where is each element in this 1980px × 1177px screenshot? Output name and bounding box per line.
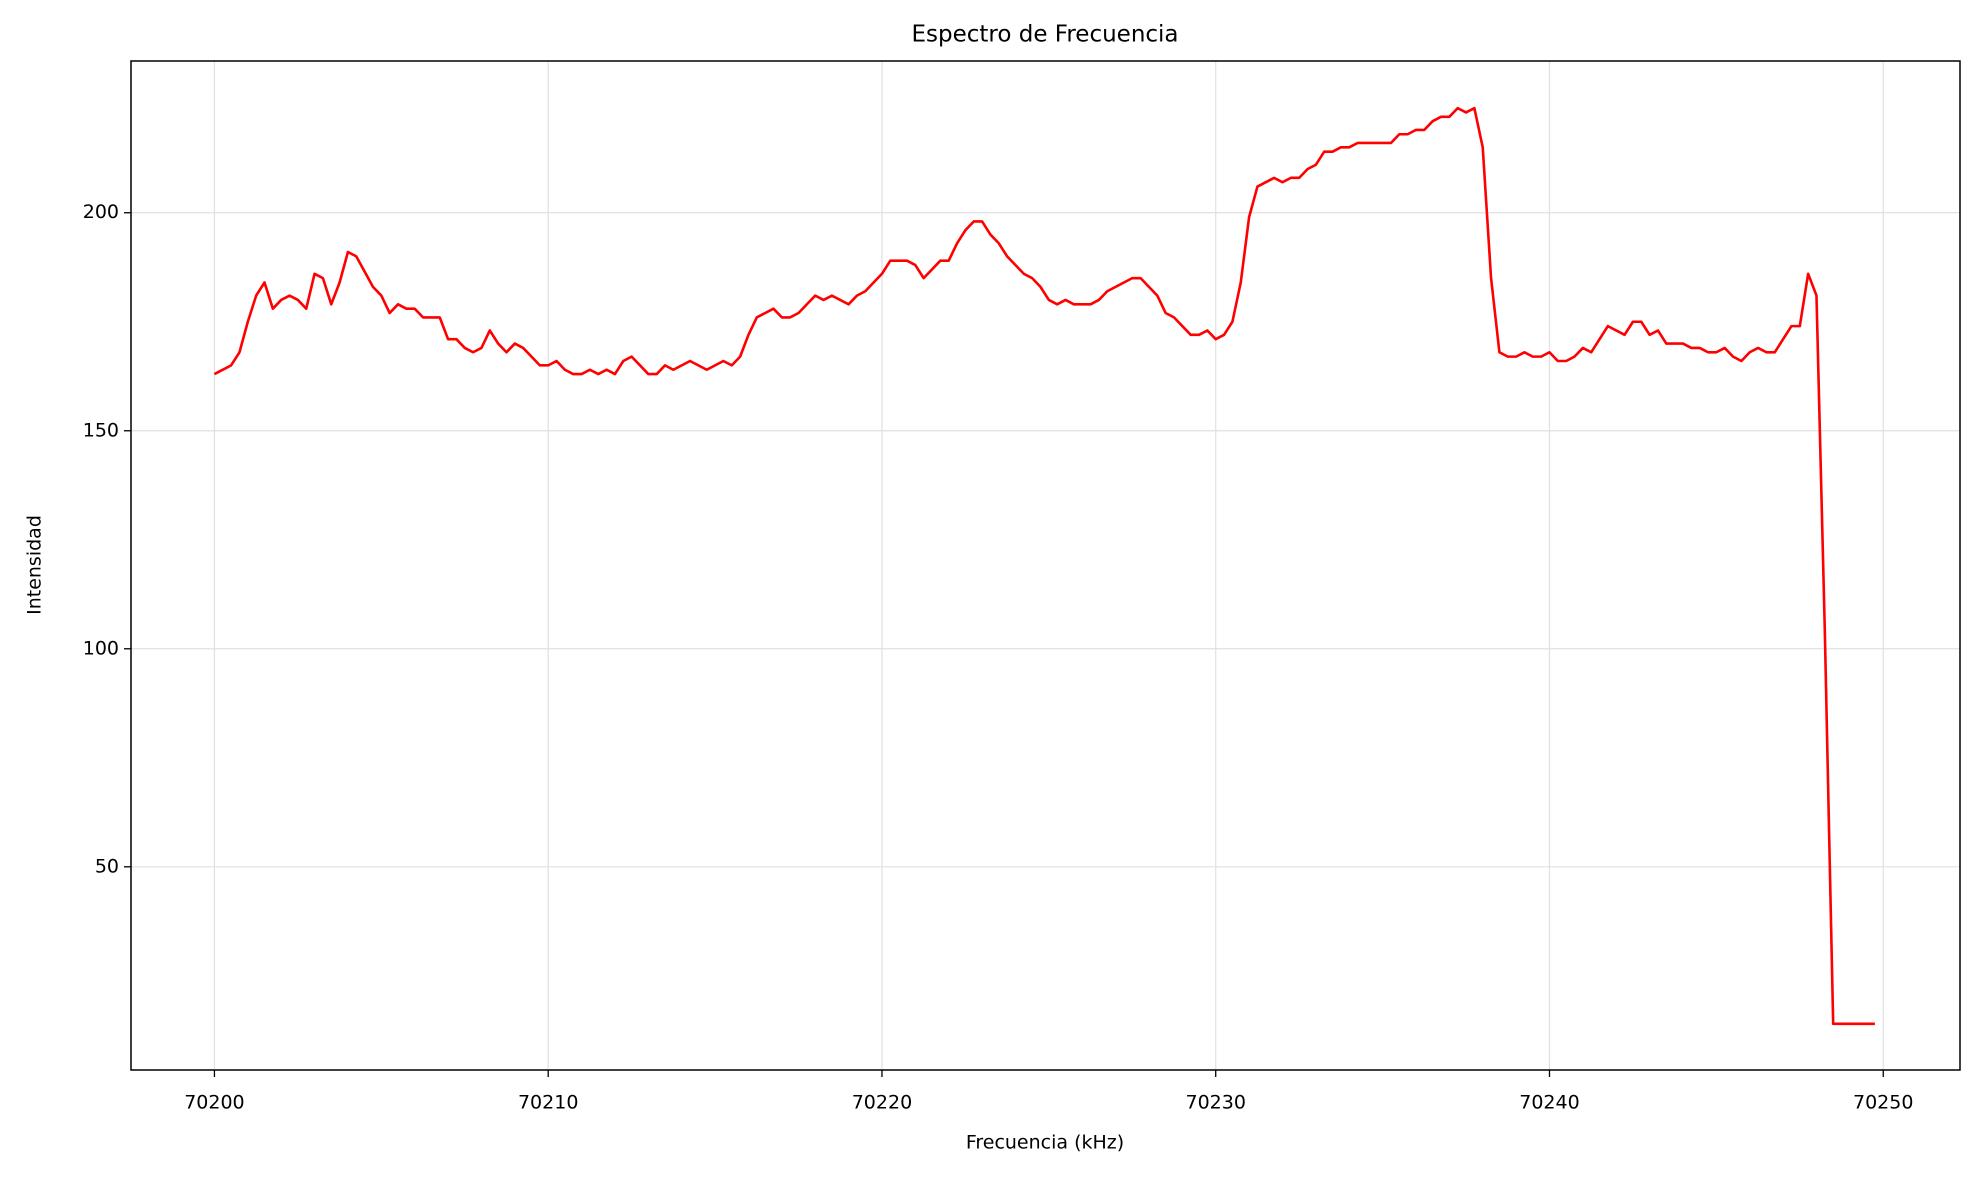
y-tick-label: 200 xyxy=(83,201,119,223)
y-axis-label: Intensidad xyxy=(24,515,46,615)
x-tick-label: 70230 xyxy=(1185,1092,1245,1114)
x-tick-label: 70200 xyxy=(184,1092,244,1114)
x-tick-label: 70240 xyxy=(1519,1092,1579,1114)
y-tick-label: 50 xyxy=(95,855,119,877)
y-tick-label: 100 xyxy=(83,637,119,659)
data-line xyxy=(213,106,1875,1026)
x-tick-label: 70210 xyxy=(518,1092,578,1114)
y-tick-label: 150 xyxy=(83,419,119,441)
grid xyxy=(131,61,1960,1070)
x-tick-label: 70250 xyxy=(1853,1092,1913,1114)
x-tick-label: 70220 xyxy=(852,1092,912,1114)
x-axis-label: Frecuencia (kHz) xyxy=(966,1132,1124,1154)
plot xyxy=(213,106,1875,1026)
plot-frame xyxy=(130,60,1961,1071)
chart-title: Espectro de Frecuencia xyxy=(911,22,1178,48)
